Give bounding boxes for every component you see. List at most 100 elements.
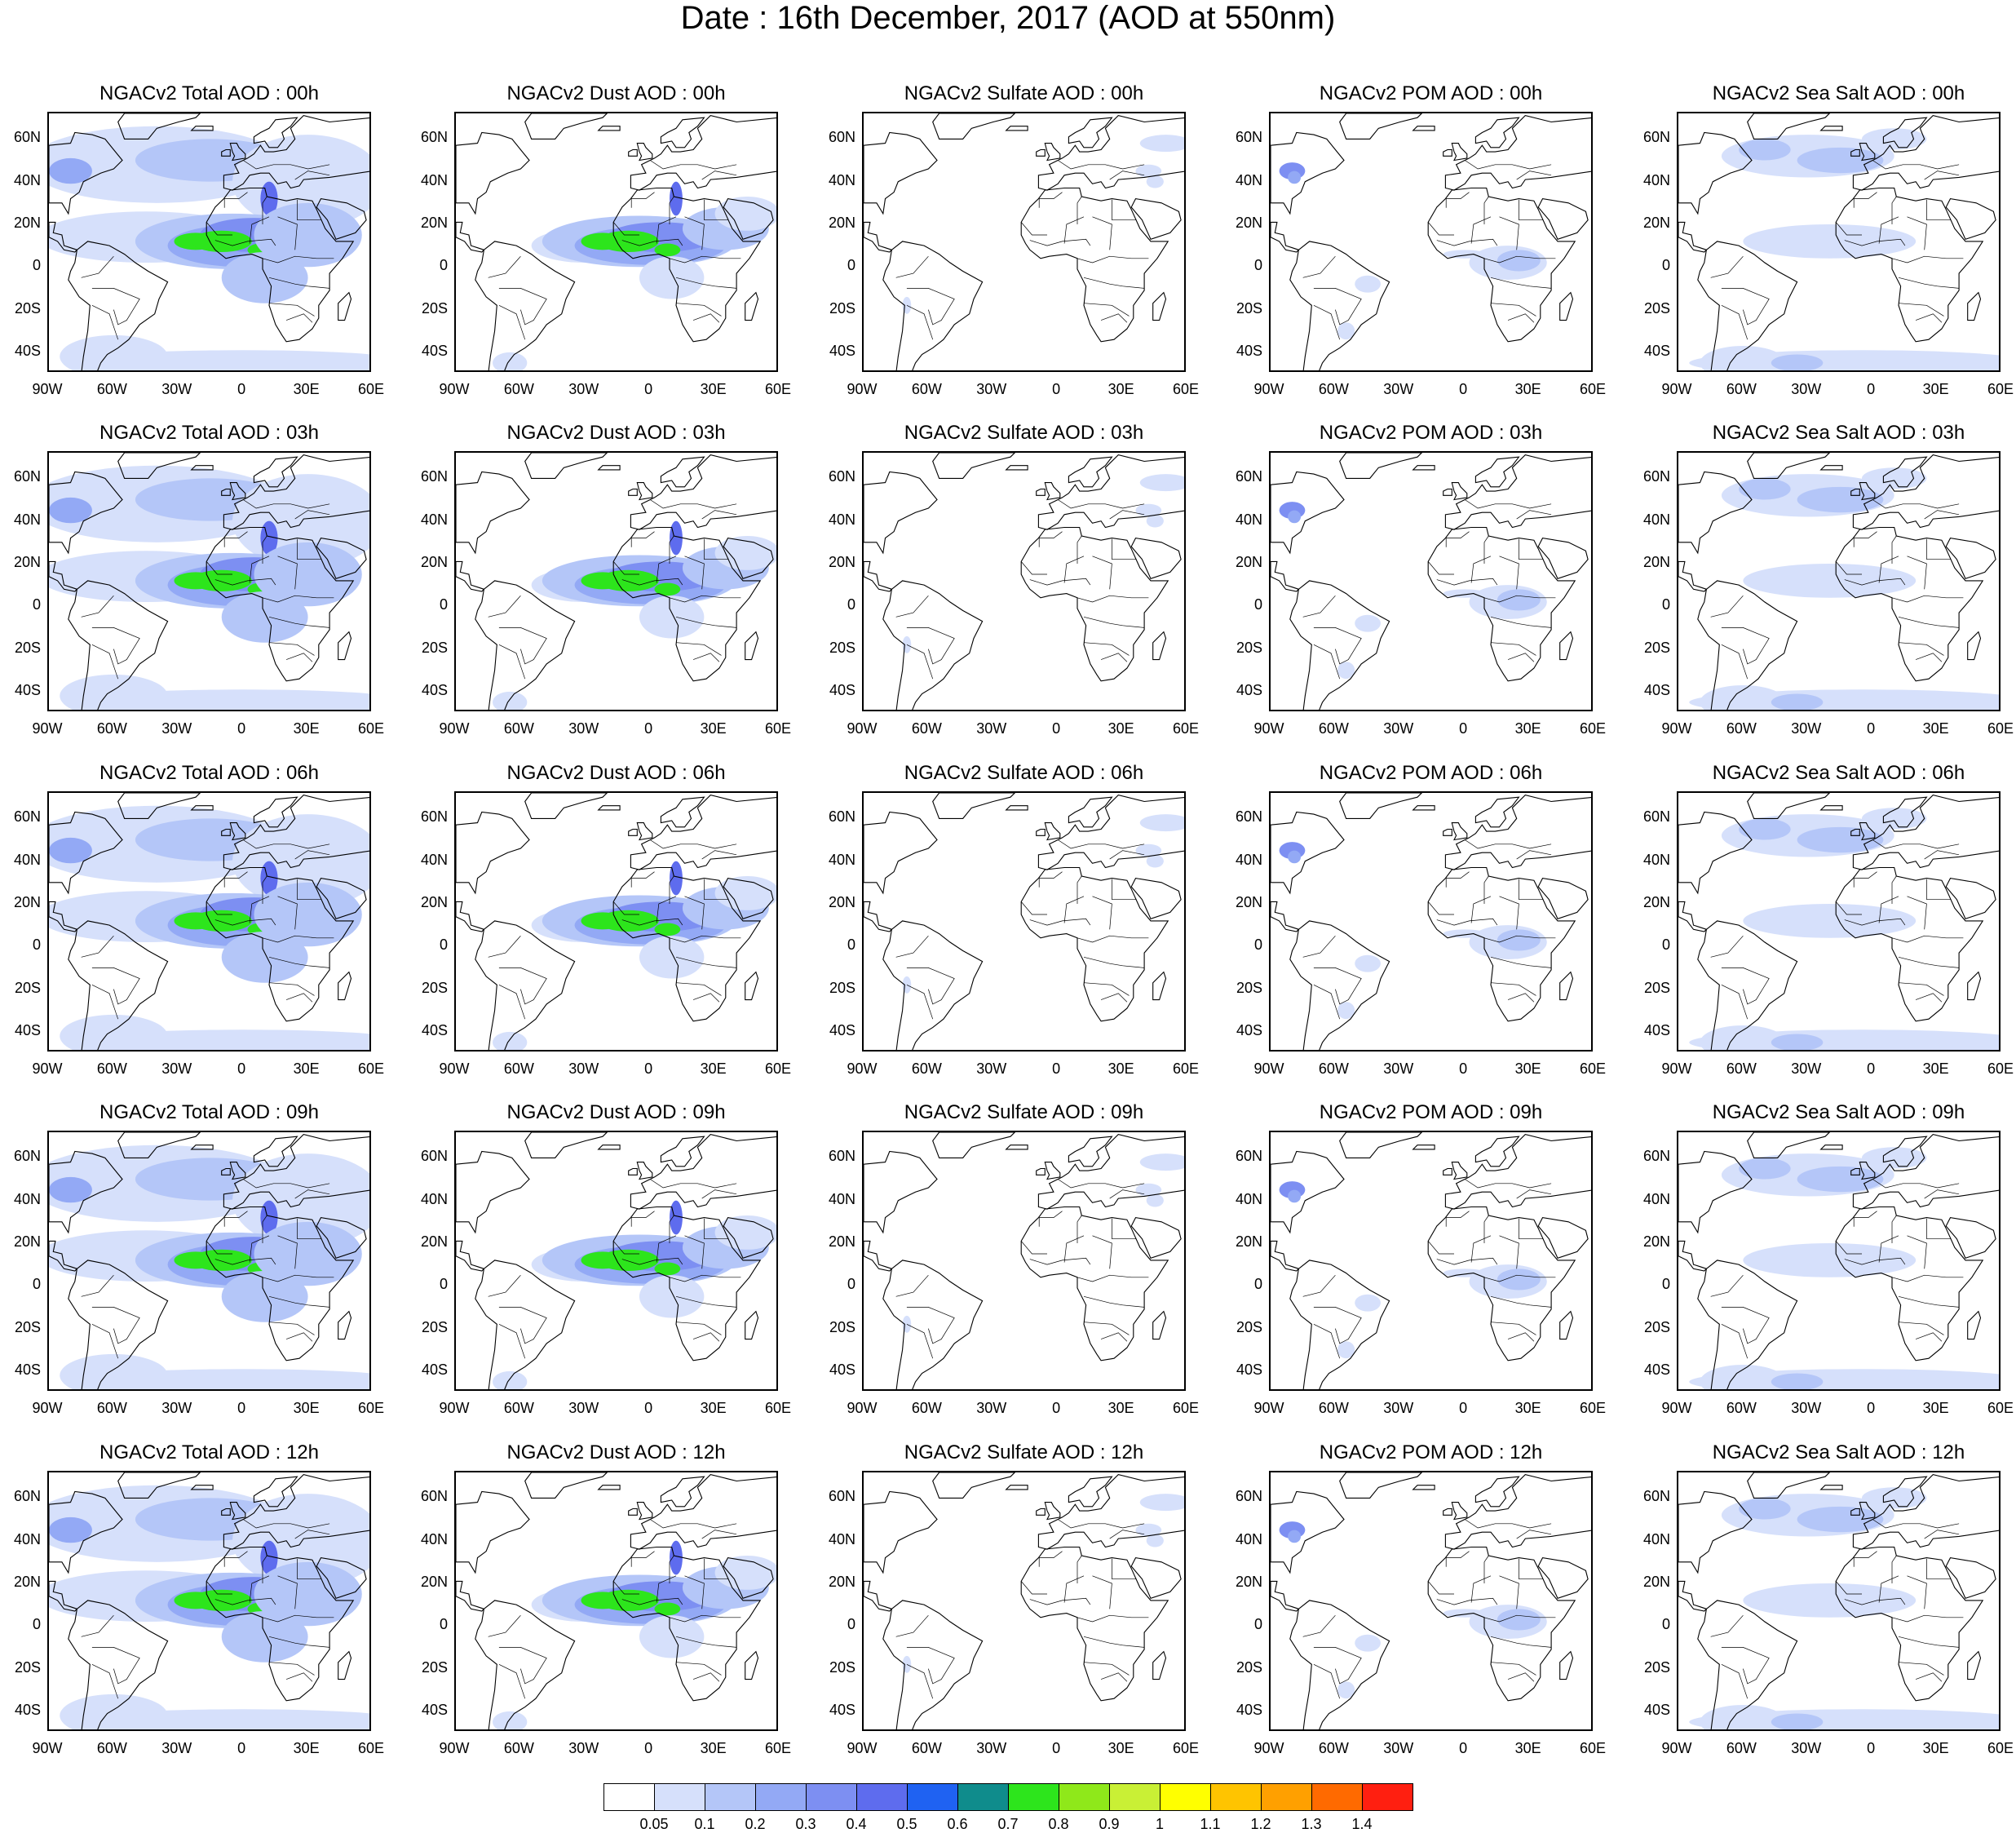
map-panel-seasalt-0: NGACv2 Sea Salt AOD : 00h 60N 40N 20N 0 20S 40… [1643,82,2014,397]
coastline-greenland [1747,453,1831,479]
country-border [1721,1307,1770,1344]
y-tick-label: 20N [420,214,448,231]
country-border [906,1323,934,1359]
aod-plume [49,837,92,864]
coastline-northAmerica [864,131,938,215]
coastline-southAmerica [68,1260,169,1389]
coastline-southAmerica [475,580,576,710]
aod-map [864,1132,1184,1389]
coastline-africa [1835,1206,1984,1361]
country-border [1844,1257,1906,1265]
country-border [91,984,119,1020]
map-frame [1269,451,1593,711]
panel-title: NGACv2 POM AOD : 09h [1319,1101,1543,1123]
panel-title: NGACv2 POM AOD : 03h [1319,422,1543,444]
map-frame [47,1471,371,1731]
x-tick-label: 30W [1791,720,1822,737]
coastline-iceland [1005,126,1028,131]
aod-plume [1443,929,1487,938]
country-border [1516,510,1552,520]
aod-plume [254,202,362,268]
y-tick-label: 20N [828,1233,855,1250]
x-tick-label: 0 [237,1740,246,1756]
colorbar-swatch [1008,1783,1059,1811]
country-border [268,982,315,996]
country-border [684,1575,705,1609]
country-border [906,304,934,340]
coastline-southAmerica [882,580,984,710]
coastline-iceland [1005,1145,1028,1150]
coastline-southAmerica [1289,580,1390,710]
country-border [650,499,737,509]
country-border [1302,255,1336,278]
y-tick-label: 20N [420,893,448,910]
coastline-centralAm [49,560,78,592]
x-tick-label: 0 [237,720,246,737]
country-border [1077,1614,1149,1623]
y-tick-label: 40N [13,171,41,188]
colorbar-label: 0.8 [1048,1816,1069,1832]
country-border [1445,1211,1470,1227]
coastline-ireland [1850,148,1860,157]
country-border [206,901,232,915]
country-border [650,839,737,849]
map-panel-sulfate-0: NGACv2 Sulfate AOD : 00h 60N 40N 20N 0 20S 40S… [829,82,1199,397]
x-tick-label: 30W [568,1740,599,1756]
country-border [206,1581,232,1595]
aod-map [1678,1132,1999,1389]
map-panel-seasalt-4: NGACv2 Sea Salt AOD : 12h 60N 40N 20N 0 20S 40… [1643,1441,2014,1756]
country-border [684,216,705,250]
map-panel-sulfate-4: NGACv2 Sulfate AOD : 12h 60N 40N 20N 0 20S 40S… [829,1441,1199,1756]
panel-title: NGACv2 Sulfate AOD : 12h [904,1441,1144,1463]
country-border [1891,1614,1964,1623]
country-border [91,1323,119,1359]
aod-plume [670,861,683,896]
coastline-centralAm [864,221,893,253]
y-tick-label: 40S [1643,1361,1670,1378]
coastline-northAmerica [1678,471,1753,555]
y-tick-label: 0 [32,596,41,613]
country-border [1436,1597,1498,1605]
coastline-arabia [1130,877,1182,919]
x-tick-label: 90W [847,1400,878,1416]
map-panel-total-1: NGACv2 Total AOD : 03h 60N 40N 20N 0 20S 40S 90… [14,422,384,737]
country-border [1490,303,1536,317]
country-border [488,1274,521,1297]
coastline-arabia [316,877,367,919]
aod-plume [1139,1153,1184,1171]
y-tick-label: 0 [439,1616,448,1633]
x-tick-label: 60W [911,1400,942,1416]
country-border [1878,896,1899,923]
y-tick-label: 60N [828,1488,855,1505]
x-tick-label: 60E [764,1060,792,1077]
country-border [1907,1575,1927,1609]
coastline-africa [1427,187,1576,343]
coastline-africa [612,526,762,682]
coastline-iceland [597,1145,621,1150]
coastline-ireland [628,1167,638,1176]
country-border [277,216,298,250]
x-tick-label: 60E [764,1740,792,1756]
aod-plume [60,1014,168,1050]
x-tick-label: 30W [568,381,599,397]
country-border [1083,616,1145,628]
country-border [1507,993,1535,1003]
country-border [1077,595,1149,603]
country-border [1427,1581,1454,1595]
country-border [1507,653,1535,662]
country-border [1092,1235,1112,1269]
y-tick-label: 60N [13,1488,41,1505]
country-border [1302,935,1336,958]
y-tick-label: 0 [439,1276,448,1293]
aod-map [49,113,369,370]
coastline-centralAm [1678,1240,1708,1272]
country-border [1470,1575,1492,1603]
aod-plume [714,196,776,231]
country-border [91,1307,140,1344]
aod-plume [598,910,659,932]
country-border [1490,616,1552,628]
coastline-africa [1020,526,1169,682]
country-border [1924,1530,1960,1539]
x-tick-label: 30E [1107,381,1134,397]
country-border [895,935,929,958]
